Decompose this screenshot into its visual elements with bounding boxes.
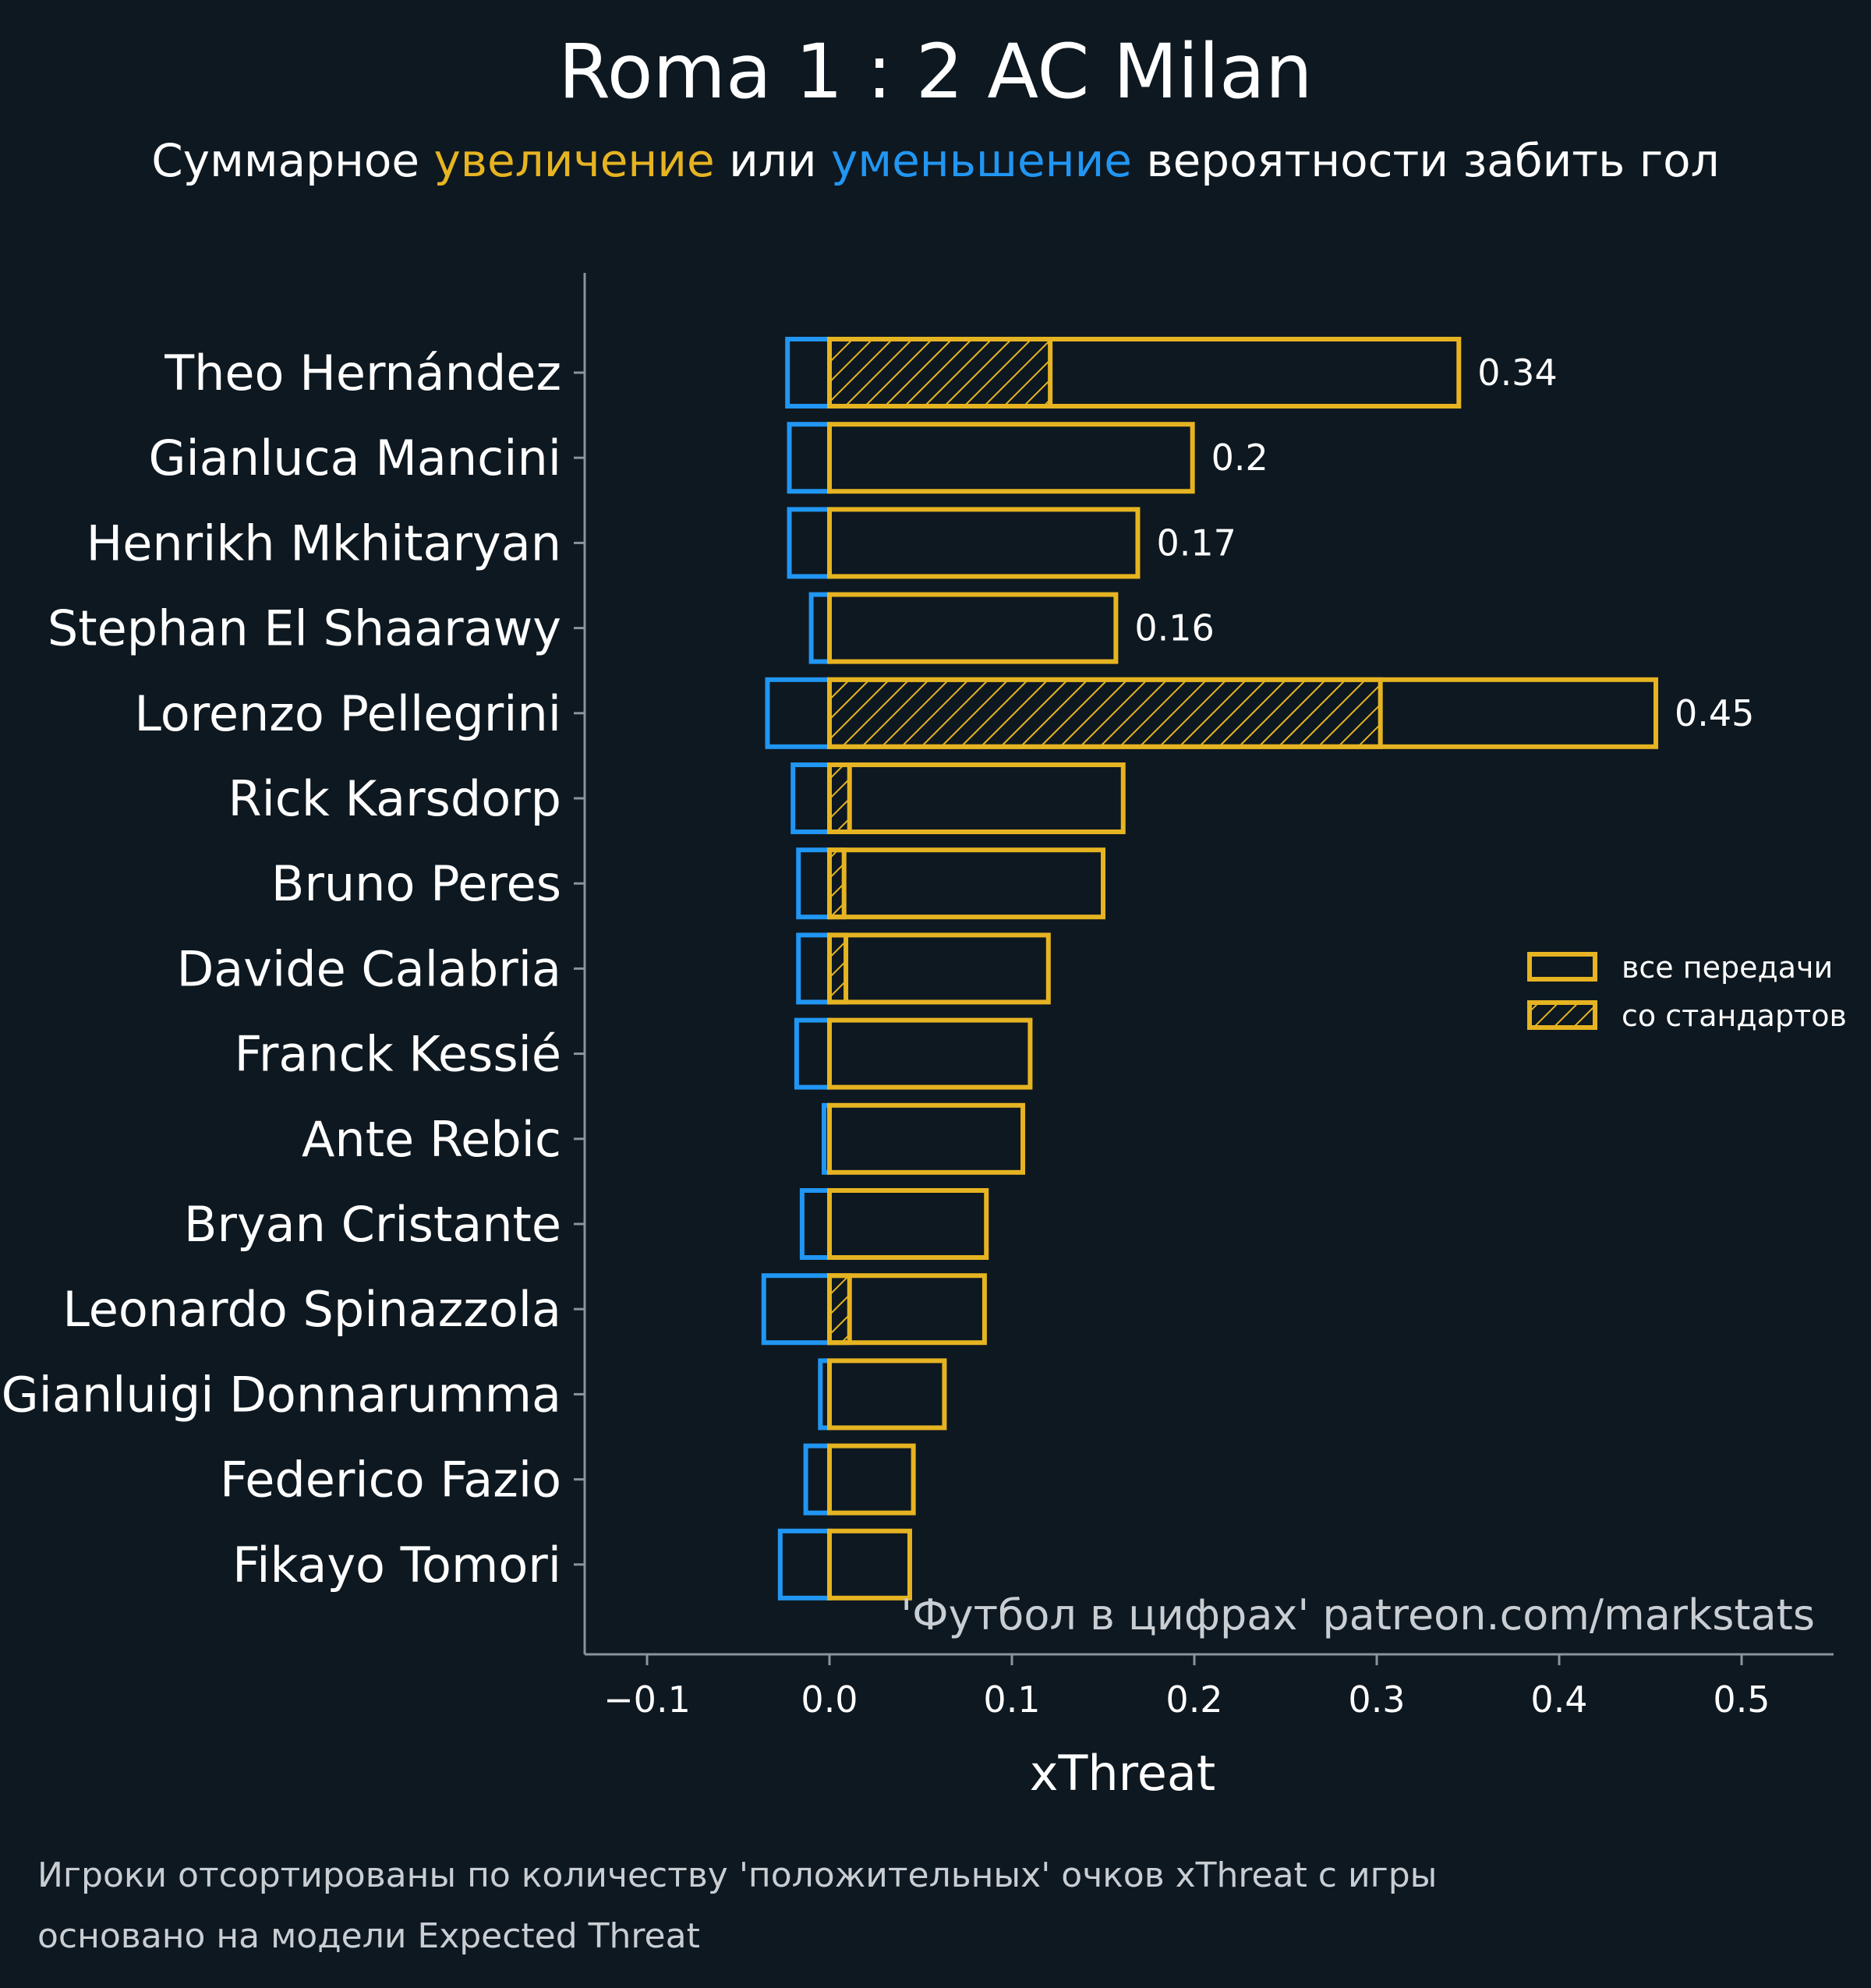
subtitle-negative-word: уменьшение <box>831 134 1132 187</box>
chart-legend: все передачи со стандартов <box>1527 950 1847 1033</box>
positive-bar <box>827 1102 1026 1175</box>
set-piece-bar <box>827 932 849 1005</box>
x-tick-label: −0.1 <box>603 1678 691 1721</box>
positive-bar <box>827 1273 987 1346</box>
player-label: Bruno Peres <box>271 855 561 912</box>
positive-bar <box>827 762 1126 834</box>
positive-bar <box>827 1017 1033 1090</box>
set-piece-bar <box>827 337 1053 409</box>
negative-bar <box>794 1017 833 1090</box>
player-label: Gianluca Mancini <box>149 430 561 486</box>
positive-bar <box>827 592 1119 664</box>
positive-bar <box>827 507 1141 579</box>
player-label: Rick Karsdorp <box>228 770 562 827</box>
positive-bar <box>827 422 1195 494</box>
x-tick-label: 0.1 <box>983 1678 1040 1721</box>
legend-swatch-set-pieces <box>1527 1000 1597 1030</box>
chart-subtitle: Суммарное увеличение или уменьшение веро… <box>151 134 1719 187</box>
player-label: Federico Fazio <box>220 1452 561 1509</box>
chart-header: Roma 1 : 2 AC Milan Суммарное увеличение… <box>151 28 1719 187</box>
subtitle-prefix: Суммарное <box>151 134 433 187</box>
negative-bar <box>761 1273 833 1346</box>
x-tick-label: 0.0 <box>801 1678 858 1721</box>
watermark: 'Футбол в цифрах' patreon.com/markstats <box>900 1590 1815 1640</box>
value-label: 0.2 <box>1211 437 1268 479</box>
chart-axes: −0.1 0.0 0.1 0.2 0.3 0.4 0.5 <box>574 273 1834 1721</box>
x-axis-label: xThreat <box>1030 1745 1215 1802</box>
positive-bar <box>827 1443 916 1516</box>
negative-bar <box>796 847 832 920</box>
negative-bar <box>799 1188 833 1260</box>
player-label: Gianluigi Donnarumma <box>2 1366 561 1423</box>
chart-title: Roma 1 : 2 AC Milan <box>558 28 1312 115</box>
player-label: Stephan El Shaarawy <box>48 600 561 657</box>
subtitle-positive-word: увеличение <box>433 134 714 187</box>
negative-bar <box>765 677 832 749</box>
player-label: Henrikh Mkhitaryan <box>87 515 561 571</box>
negative-bar <box>790 762 833 834</box>
positive-bar <box>827 932 1051 1005</box>
set-piece-bar <box>827 1273 852 1346</box>
positive-bar <box>827 1188 989 1260</box>
negative-bar <box>796 932 832 1005</box>
positive-bar <box>827 1358 947 1431</box>
negative-bar <box>803 1443 832 1516</box>
negative-bar <box>777 1528 833 1601</box>
player-label: Ante Rebic <box>302 1111 561 1168</box>
player-label: Lorenzo Pellegrini <box>134 685 561 742</box>
x-tick-label: 0.4 <box>1530 1678 1587 1721</box>
footnote-sorting: Игроки отсортированы по количеству 'поло… <box>37 1855 1437 1895</box>
player-label: Davide Calabria <box>177 940 561 997</box>
set-piece-bar <box>827 762 852 834</box>
negative-bar <box>787 507 833 579</box>
positive-bar <box>827 677 1659 749</box>
x-tick-label: 0.2 <box>1165 1678 1222 1721</box>
chart-bars <box>761 337 1659 1601</box>
x-tick-label: 0.5 <box>1713 1678 1770 1721</box>
value-label: 0.17 <box>1156 522 1236 564</box>
value-label: 0.16 <box>1134 607 1214 649</box>
value-label: 0.34 <box>1477 352 1557 394</box>
legend-label-all-passes: все передачи <box>1622 950 1833 985</box>
legend-swatch-all-passes <box>1527 952 1597 982</box>
value-label: 0.45 <box>1675 692 1754 734</box>
positive-bar <box>827 337 1462 409</box>
player-label: Leonardo Spinazzola <box>62 1281 561 1338</box>
x-tick-label: 0.3 <box>1348 1678 1405 1721</box>
subtitle-middle: или <box>715 134 831 187</box>
player-label: Bryan Cristante <box>184 1196 561 1253</box>
player-label: Fikayo Tomori <box>232 1537 561 1594</box>
subtitle-suffix: вероятности забить гол <box>1132 134 1720 187</box>
positive-bar <box>827 847 1105 920</box>
negative-bar <box>808 592 832 664</box>
player-label: Theo Hernández <box>164 345 561 401</box>
legend-label-set-pieces: со стандартов <box>1622 999 1847 1033</box>
chart-labels: Theo Hernández 0.34 Gianluca Mancini 0.2 Hen… <box>2 345 1755 1594</box>
negative-bar <box>785 337 832 409</box>
set-piece-bar <box>827 677 1383 749</box>
footnote-model: основано на модели Expected Threat <box>37 1916 700 1956</box>
negative-bar <box>787 422 833 494</box>
positive-bar <box>827 1528 912 1601</box>
player-label: Franck Kessié <box>235 1026 561 1083</box>
